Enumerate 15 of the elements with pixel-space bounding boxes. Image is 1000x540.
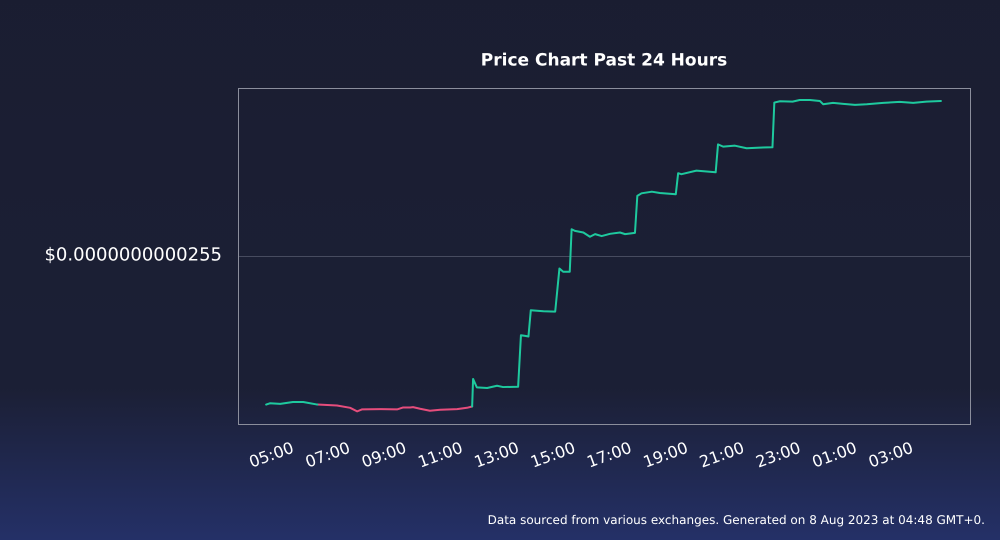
x-tick-label: 19:00 (640, 438, 690, 472)
x-tick-label: 15:00 (528, 438, 578, 472)
x-tick-label: 03:00 (866, 438, 916, 472)
x-tick-label: 11:00 (415, 438, 466, 472)
x-tick-label: 05:00 (246, 438, 296, 472)
x-tick-label: 09:00 (359, 438, 409, 472)
x-tick-label: 21:00 (696, 438, 747, 472)
x-tick-label: 23:00 (753, 438, 803, 472)
x-tick-label: 13:00 (472, 438, 522, 472)
text: Data sourced from various exchanges. Generated on 8 Aug 2023 at 04:48 GMT+0. (488, 513, 985, 528)
x-tick-label: 07:00 (302, 438, 353, 472)
text: $0.0000000000255 (44, 244, 222, 266)
x-tick-label: 17:00 (584, 438, 634, 472)
chart-title: Price Chart Past 24 Hours (480, 50, 728, 70)
x-tick-label: 01:00 (810, 438, 860, 472)
